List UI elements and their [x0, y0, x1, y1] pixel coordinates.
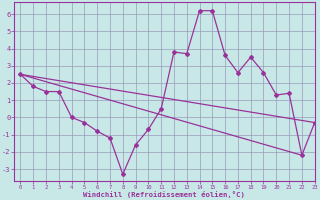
- X-axis label: Windchill (Refroidissement éolien,°C): Windchill (Refroidissement éolien,°C): [84, 191, 245, 198]
